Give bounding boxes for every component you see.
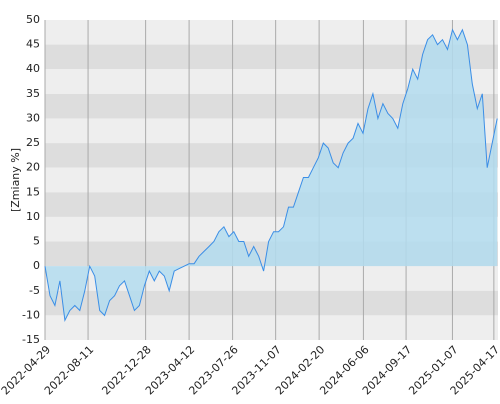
y-tick-label: 25	[26, 136, 40, 149]
y-tick-label: 5	[33, 235, 40, 248]
y-tick-label: -5	[29, 284, 40, 297]
y-tick-label: 0	[33, 259, 40, 272]
y-tick-label: 10	[26, 210, 40, 223]
y-tick-label: 50	[26, 13, 40, 26]
y-tick-label: -10	[22, 308, 40, 321]
y-tick-label: 35	[26, 87, 40, 100]
y-tick-label: 40	[26, 62, 40, 75]
background-band	[45, 290, 498, 316]
y-tick-label: 15	[26, 185, 40, 198]
y-tick-label: 20	[26, 161, 40, 174]
y-tick-label: -15	[22, 333, 40, 346]
background-band	[45, 315, 498, 340]
y-axis-label: [Zmiany %]	[9, 148, 22, 212]
y-tick-label: 30	[26, 111, 40, 124]
background-band	[45, 20, 498, 45]
line	[44, 28, 498, 322]
area-fill	[45, 29, 498, 321]
y-tick-label: 45	[26, 38, 40, 51]
